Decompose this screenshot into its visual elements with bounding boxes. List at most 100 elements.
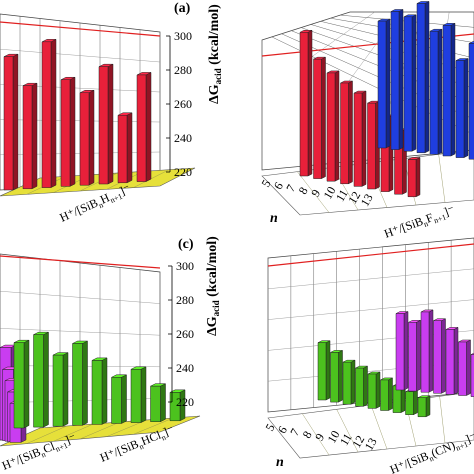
bar: [72, 343, 83, 426]
bar-side: [321, 56, 326, 180]
bar: [313, 58, 322, 179]
bar: [429, 30, 439, 155]
bar-side: [466, 339, 471, 396]
z-tick-label: 280: [176, 293, 194, 307]
bar-side: [101, 357, 108, 425]
floor-grid: [439, 396, 446, 444]
bar: [395, 313, 405, 391]
reference-line: [267, 243, 474, 267]
bar-side: [325, 340, 331, 401]
bar-side: [425, 395, 431, 418]
bar: [433, 320, 442, 394]
bar: [367, 373, 377, 409]
bar: [442, 25, 452, 157]
bar: [79, 92, 90, 186]
grid-line: [0, 291, 161, 304]
bar-side: [385, 18, 391, 149]
bar-side: [160, 383, 166, 423]
bar: [403, 16, 413, 152]
grid-line: [0, 328, 161, 336]
bar: [299, 32, 309, 177]
bar-side: [398, 9, 404, 151]
bar: [41, 41, 52, 188]
floor-grid: [26, 425, 67, 444]
bar: [416, 3, 426, 154]
z-axis-label: ΔGacid (kcal/mol): [207, 4, 223, 104]
bar-side: [361, 90, 367, 187]
bar-side: [437, 28, 443, 155]
bar-side: [50, 38, 57, 189]
bar: [353, 92, 363, 187]
bar-top: [468, 41, 474, 44]
panel-label: (c): [178, 237, 194, 252]
reference-line: [0, 255, 161, 269]
z-axis-label: ΔGacid (kcal/mol): [205, 236, 221, 336]
bar-side: [363, 365, 368, 407]
z-tick-label: 260: [174, 97, 192, 111]
bar: [22, 85, 33, 190]
bar-side: [375, 371, 381, 409]
bar: [377, 20, 387, 149]
bar: [91, 360, 103, 425]
bar-side: [62, 352, 69, 427]
bar-side: [338, 350, 343, 403]
bar-side: [43, 331, 49, 428]
bar-side: [140, 366, 147, 424]
bar-side: [348, 80, 353, 185]
bar-side: [350, 359, 356, 405]
bar-side: [450, 22, 456, 157]
bar-side: [12, 53, 19, 191]
bar-side: [121, 374, 127, 424]
bar: [458, 341, 467, 396]
bar-side: [403, 311, 409, 391]
bar-side: [88, 89, 95, 186]
bar: [342, 361, 352, 405]
bar: [117, 114, 128, 184]
bar: [405, 391, 414, 415]
floor-grid: [133, 417, 174, 435]
x-axis-label: n: [276, 455, 284, 470]
floor-grid: [53, 423, 94, 442]
bar: [33, 334, 44, 428]
floor-grid: [297, 171, 330, 213]
floor-grid: [302, 413, 330, 456]
x-axis-label: n: [270, 211, 278, 226]
bar-side: [453, 327, 459, 395]
bar-side: [428, 309, 434, 393]
bar-side: [107, 63, 114, 185]
bar: [408, 322, 417, 392]
grid-line: [0, 49, 161, 63]
bar-side: [411, 14, 417, 152]
bar: [130, 369, 142, 423]
bar-side: [388, 377, 393, 411]
grid-line: [267, 299, 474, 320]
bar: [317, 342, 327, 401]
bar-side: [23, 339, 30, 429]
bar: [330, 352, 339, 403]
bar-side: [415, 157, 421, 198]
bar: [340, 82, 349, 185]
bar-side: [82, 340, 88, 426]
bar: [455, 60, 465, 158]
bar-side: [307, 29, 313, 177]
bar: [380, 379, 389, 411]
bar: [3, 56, 14, 191]
bar: [13, 342, 25, 429]
bar: [417, 397, 427, 418]
z-tick-label: 280: [174, 63, 192, 77]
z-tick-label: 240: [176, 361, 194, 375]
bar-side: [416, 319, 421, 392]
bar: [470, 354, 474, 397]
bar: [390, 11, 400, 150]
series-label: H⁺/[SiBnFn+1]⁻: [382, 202, 457, 242]
bar-side: [424, 1, 430, 154]
bar: [420, 311, 430, 393]
z-tick-label: 300: [176, 259, 194, 273]
z-tick-label: 260: [176, 327, 194, 341]
z-tick-label: 240: [174, 131, 192, 145]
bar-side: [31, 82, 38, 190]
